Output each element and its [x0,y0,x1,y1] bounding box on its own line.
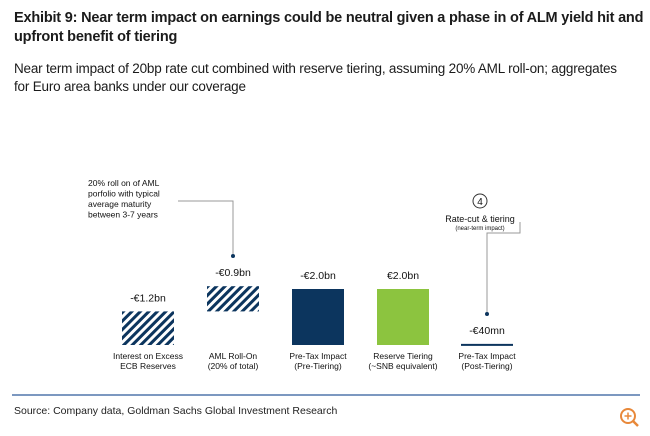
annotation-leader [486,222,521,314]
annotation: between 3-7 years [88,210,158,220]
x-tick-label: (20% of total) [208,361,259,371]
x-tick-label: (Pre-Tiering) [294,361,342,371]
value-label: -€0.9bn [215,267,251,279]
chart-subtitle: Near term impact of 20bp rate cut combin… [14,61,617,94]
annotation-leader [178,200,234,256]
annotation-dot [485,312,489,316]
source-note: Source: Company data, Goldman Sachs Glob… [14,405,338,417]
bar [122,311,174,345]
zoom-icon[interactable] [620,408,639,427]
value-label: €2.0bn [387,270,419,282]
annotation: average maturity [88,199,152,209]
annotation-dot [231,254,235,258]
x-tick-label: (Post-Tiering) [461,361,512,371]
bar [377,289,429,345]
annotation: 20% roll on of AML [88,178,160,188]
value-label: -€40mn [469,325,505,337]
x-tick-label: ECB Reserves [120,361,176,371]
annotation-circle [472,193,488,209]
annotation-note: (near-term impact) [455,226,504,232]
bar [461,343,513,346]
chart-title: Exhibit 9: Near term impact on earnings … [14,10,644,45]
annotation: Rate-cut & tiering [445,214,515,224]
annotation-number: 4 [477,197,483,208]
annotation: porfolio with typical [88,189,160,199]
x-tick-label: Interest on Excess [113,351,183,361]
x-tick-label: Pre-Tax Impact [458,351,516,361]
x-tick-label: Pre-Tax Impact [289,351,347,361]
value-label: -€1.2bn [130,292,166,304]
bar [292,289,344,345]
x-tick-label: AML Roll-On [209,351,258,361]
x-tick-label: Reserve Tiering [373,351,433,361]
value-label: -€2.0bn [300,270,336,282]
bar [207,286,259,312]
x-tick-label: (~SNB equivalent) [368,361,437,371]
